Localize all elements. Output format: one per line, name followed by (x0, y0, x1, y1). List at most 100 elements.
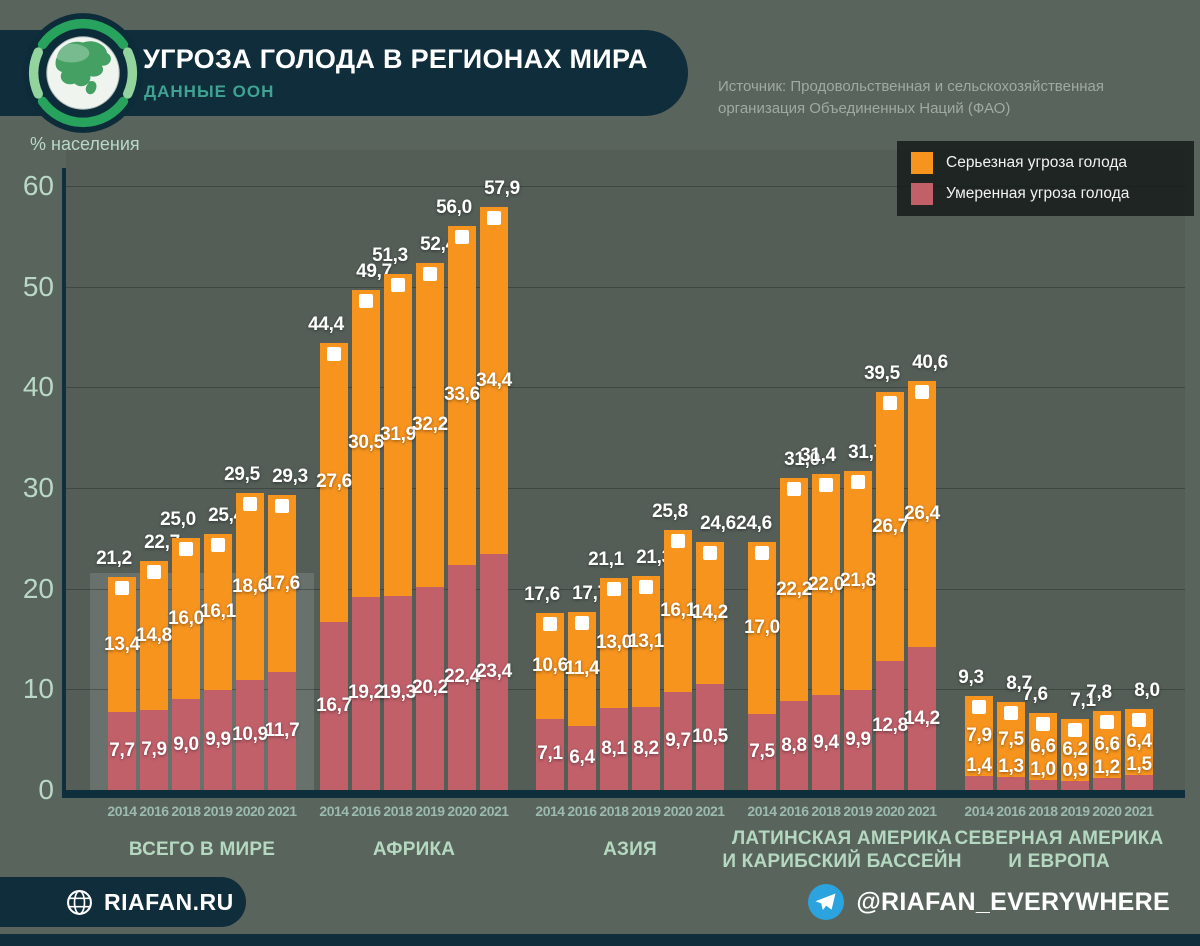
year-label: 2019 (203, 803, 233, 819)
bar-top-marker (543, 616, 557, 631)
bar (696, 542, 724, 790)
bar (908, 381, 936, 790)
bar-top-marker (391, 277, 405, 292)
bar-total-label: 7,6 (1022, 684, 1048, 706)
bar-moderate-segment (696, 684, 724, 790)
x-axis-line (62, 790, 1185, 798)
bar-total-label: 25,8 (652, 501, 688, 523)
bar (664, 530, 692, 790)
severe-swatch (911, 152, 933, 174)
bar-moderate-label: 23,4 (476, 661, 512, 683)
bar-severe-label: 33,6 (444, 384, 480, 406)
year-label: 2016 (567, 803, 597, 819)
bar-top-marker (575, 615, 589, 630)
year-label: 2020 (663, 803, 693, 819)
legend-item-moderate: Умеренная угроза голода (911, 183, 1180, 205)
bar-severe-label: 17,6 (264, 572, 300, 594)
bar-severe-label: 27,6 (316, 471, 352, 493)
bar (140, 561, 168, 790)
group-label-line: АЗИЯ (603, 839, 657, 860)
bar-moderate-segment (1093, 777, 1121, 790)
bar-total-label: 24,6 (700, 513, 736, 535)
bar-severe-label: 14,8 (136, 624, 172, 646)
bar-severe-label: 32,2 (412, 413, 448, 435)
group-label-line: СЕВЕРНАЯ АМЕРИКА (954, 828, 1164, 849)
bar-total-label: 52,4 (420, 233, 456, 255)
bar-top-marker (851, 474, 865, 489)
bar-severe-label: 30,5 (348, 432, 384, 454)
bar-severe-label: 11,4 (564, 657, 600, 679)
y-axis-title: % населения (30, 134, 140, 154)
bar-total-label: 57,9 (484, 178, 520, 200)
bar-severe-label: 22,0 (808, 573, 844, 595)
bar-total-label: 31,0 (784, 448, 820, 470)
bar (568, 611, 596, 790)
globe-logo-icon (23, 13, 143, 133)
bar-severe-label: 31,9 (380, 423, 416, 445)
bar (536, 612, 564, 790)
bar-severe-label: 16,0 (168, 607, 204, 629)
bar-moderate-label: 9,7 (665, 730, 691, 752)
y-axis-line (62, 168, 66, 798)
bar-top-marker (243, 497, 257, 512)
bar (600, 577, 628, 790)
bar-moderate-segment (416, 586, 444, 790)
year-label: 2020 (447, 803, 477, 819)
bar-top-marker (755, 546, 769, 561)
bar-moderate-segment (664, 692, 692, 790)
bar-top-marker (1036, 717, 1050, 732)
year-label: 2016 (351, 803, 381, 819)
year-label: 2020 (875, 803, 905, 819)
bar-top-marker (179, 542, 193, 557)
bar-severe-label: 7,5 (998, 728, 1024, 750)
legend-label: Умеренная угроза голода (946, 185, 1130, 202)
bar-top-marker (455, 230, 469, 245)
y-tick-label: 10 (22, 673, 54, 705)
y-tick-label: 40 (22, 371, 54, 403)
source-note: Источник: Продовольственная и сельскохоз… (718, 76, 1188, 120)
bar-top-marker (115, 580, 129, 595)
bar-moderate-segment (748, 714, 776, 790)
bar-moderate-segment (632, 707, 660, 790)
legend-label: Серьезная угроза голода (946, 154, 1128, 171)
bar-top-marker (359, 293, 373, 308)
year-label: 2014 (319, 803, 349, 819)
telegram-icon (808, 884, 845, 920)
year-label: 2018 (599, 803, 629, 819)
bar-moderate-segment (384, 595, 412, 790)
year-label: 2018 (1028, 803, 1058, 819)
bar-moderate-segment (172, 699, 200, 790)
bar-top-marker (787, 481, 801, 496)
page-subtitle: ДАННЫЕ ООН (144, 82, 275, 101)
bar-top-marker (639, 579, 653, 594)
bar-moderate-segment (1029, 779, 1057, 790)
bar-moderate-segment (600, 708, 628, 790)
gridline (66, 186, 1185, 187)
bar-moderate-label: 8,2 (633, 737, 659, 759)
bar-moderate-label: 9,0 (173, 733, 199, 755)
bar-moderate-label: 1,3 (998, 755, 1024, 777)
gridline (66, 387, 1185, 389)
year-label: 2021 (267, 803, 297, 819)
bar-top-marker (1100, 715, 1114, 730)
bar-top-marker (1004, 706, 1018, 721)
bar-moderate-label: 12,8 (872, 714, 908, 736)
legend: Серьезная угроза голода Умеренная угроза… (897, 141, 1194, 216)
bar-moderate-segment (876, 661, 904, 790)
bar-severe-label: 18,6 (232, 575, 268, 597)
year-label: 2018 (171, 803, 201, 819)
bar-total-label: 56,0 (436, 197, 472, 219)
bar-top-marker (1068, 722, 1082, 737)
y-tick-label: 20 (22, 572, 54, 604)
bar-moderate-segment (844, 690, 872, 790)
y-tick-label: 0 (38, 774, 54, 805)
year-label: 2018 (811, 803, 841, 819)
bar-moderate-segment (536, 718, 564, 790)
bar-moderate-label: 0,9 (1062, 759, 1088, 781)
bar-total-label: 9,3 (958, 667, 984, 689)
bar-severe-label: 6,6 (1030, 735, 1056, 757)
group-label-line: И КАРИБСКИЙ БАССЕЙН (722, 851, 962, 872)
group-label-line: АФРИКА (372, 839, 456, 860)
bar-severe-label: 7,9 (966, 725, 992, 747)
bar (448, 226, 476, 790)
